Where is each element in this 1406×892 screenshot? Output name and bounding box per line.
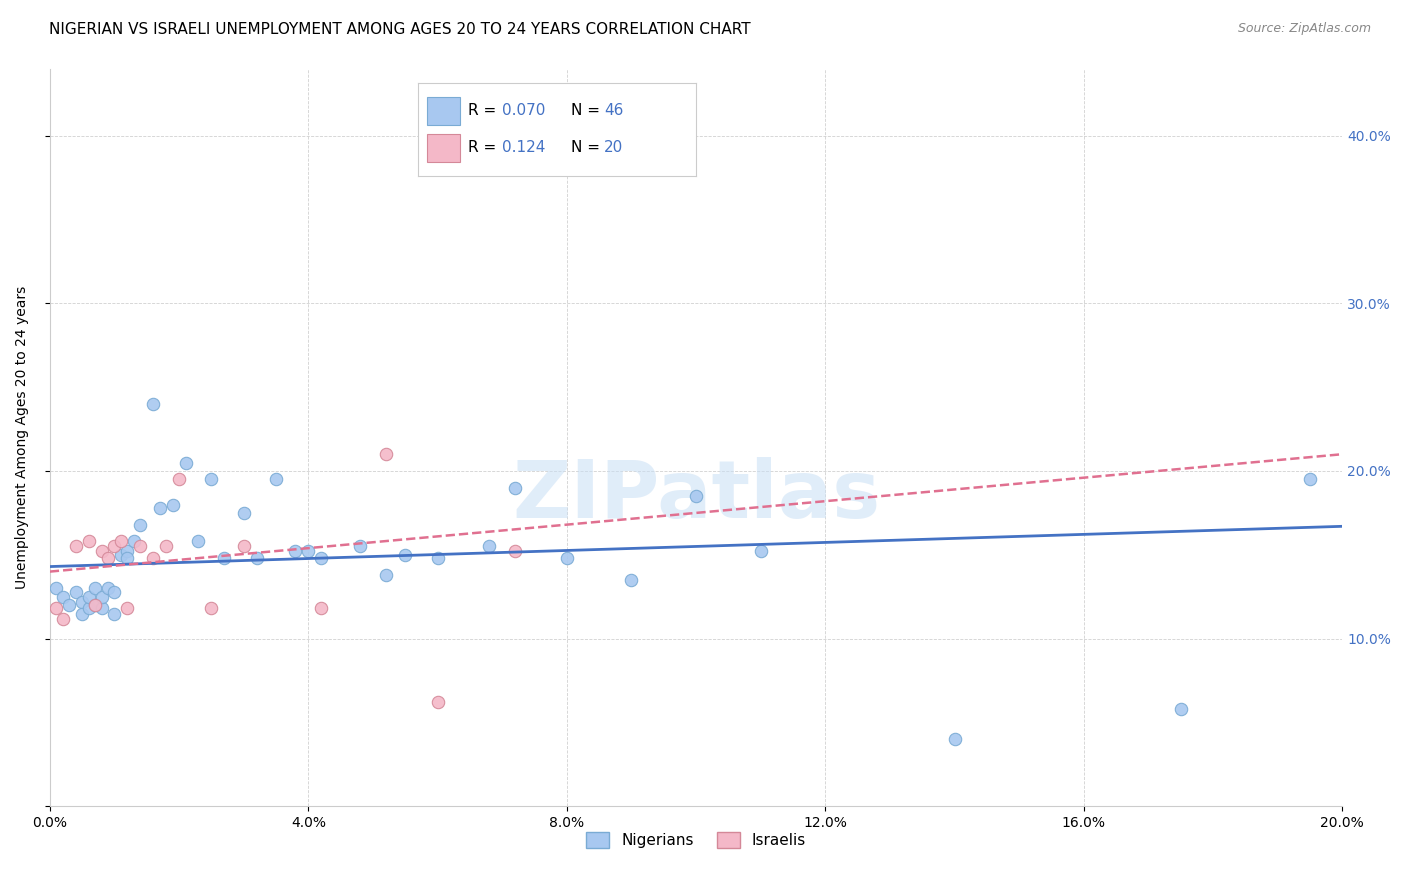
Point (620, 573, 643, 587)
Point (45, 601, 67, 615)
Text: ZIPatlas: ZIPatlas (512, 458, 880, 535)
Point (284, 544, 307, 558)
Point (374, 447, 396, 461)
Point (65, 540, 87, 554)
Point (503, 544, 526, 558)
Point (110, 534, 132, 549)
Point (394, 548, 416, 562)
Point (374, 568, 396, 582)
Point (309, 551, 332, 566)
Point (162, 498, 184, 512)
Point (103, 540, 125, 554)
Point (478, 540, 501, 554)
Point (117, 601, 139, 615)
Point (1299, 472, 1322, 486)
Point (97, 551, 120, 566)
Point (58, 598, 80, 612)
Point (77, 590, 100, 604)
Point (155, 540, 177, 554)
Point (200, 472, 222, 486)
Point (90, 544, 112, 558)
Point (200, 601, 222, 615)
Point (70, 595, 93, 609)
Point (52, 590, 75, 604)
Point (65, 584, 87, 599)
Point (187, 534, 209, 549)
Legend: Nigerians, Israelis: Nigerians, Israelis (579, 826, 813, 854)
Text: Source: ZipAtlas.com: Source: ZipAtlas.com (1237, 22, 1371, 36)
Point (426, 551, 449, 566)
Text: NIGERIAN VS ISRAELI UNEMPLOYMENT AMONG AGES 20 TO 24 YEARS CORRELATION CHART: NIGERIAN VS ISRAELI UNEMPLOYMENT AMONG A… (49, 22, 751, 37)
Point (297, 544, 319, 558)
Point (129, 540, 152, 554)
Point (77, 601, 100, 615)
Point (142, 551, 165, 566)
Point (943, 732, 966, 747)
Point (77, 534, 100, 549)
Point (70, 607, 93, 621)
Point (103, 607, 125, 621)
Point (117, 551, 139, 566)
Point (264, 472, 287, 486)
Point (142, 397, 165, 411)
Point (167, 472, 190, 486)
Point (1170, 702, 1192, 716)
Point (103, 584, 125, 599)
Point (214, 551, 236, 566)
Point (84, 582, 107, 596)
Point (117, 544, 139, 558)
Point (52, 611, 75, 625)
Point (349, 540, 371, 554)
Point (555, 551, 578, 566)
Point (503, 481, 526, 495)
Point (122, 534, 145, 549)
Point (174, 456, 197, 470)
Point (309, 601, 332, 615)
Point (90, 590, 112, 604)
Point (426, 695, 449, 709)
Point (749, 544, 772, 558)
Point (84, 598, 107, 612)
Point (232, 540, 254, 554)
Point (685, 489, 707, 503)
Point (149, 500, 172, 515)
Point (90, 601, 112, 615)
Point (129, 517, 152, 532)
Y-axis label: Unemployment Among Ages 20 to 24 years: Unemployment Among Ages 20 to 24 years (15, 285, 30, 589)
Point (97, 582, 120, 596)
Point (232, 506, 254, 520)
Point (246, 551, 269, 566)
Point (45, 582, 67, 596)
Point (110, 548, 132, 562)
Point (84, 598, 107, 612)
